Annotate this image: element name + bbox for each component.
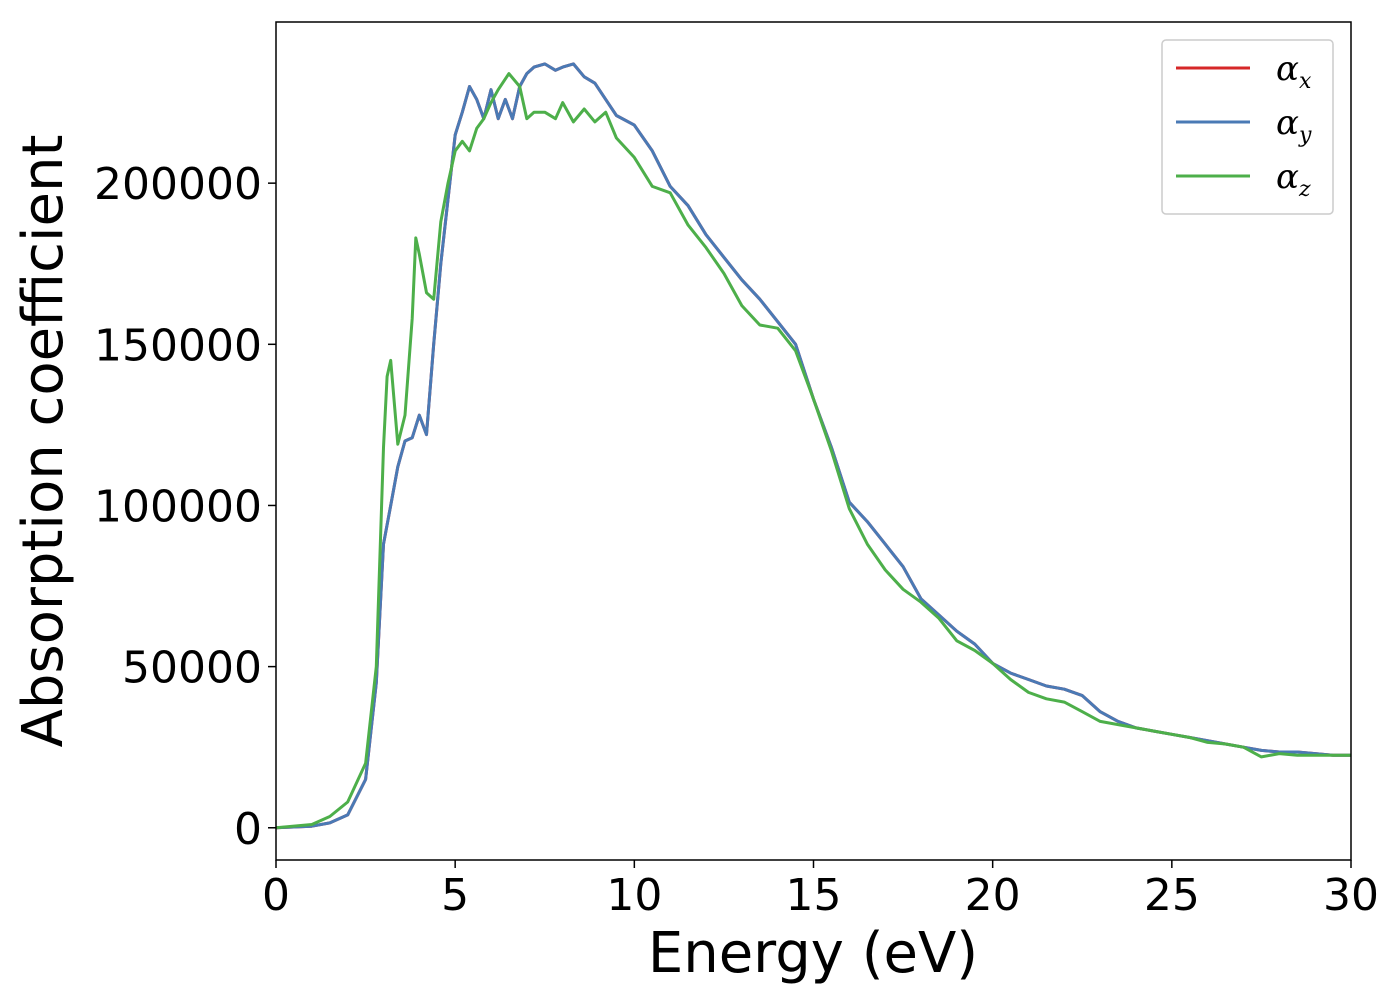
x-tick-label: 15 xyxy=(786,870,842,921)
x-tick-label: 0 xyxy=(262,870,290,921)
y-tick-label: 0 xyxy=(234,804,262,855)
x-tick-label: 5 xyxy=(441,870,469,921)
y-tick-label: 150000 xyxy=(94,320,262,371)
x-tick-label: 10 xyxy=(606,870,662,921)
legend-label-x: αx xyxy=(1276,49,1312,94)
legend-label-y: αy xyxy=(1276,103,1312,148)
x-axis-label: Energy (eV) xyxy=(648,921,978,986)
series-line-y xyxy=(276,62,1351,830)
x-tick-label: 30 xyxy=(1323,870,1379,921)
legend: αx αy αz xyxy=(1161,39,1334,215)
legend-box xyxy=(1161,39,1334,215)
y-tick-label: 200000 xyxy=(94,159,262,210)
legend-label-z: αz xyxy=(1276,157,1311,202)
series-layer xyxy=(276,62,1351,830)
y-tick-label: 100000 xyxy=(94,481,262,532)
x-axis-ticks: 0 5 10 15 20 25 30 xyxy=(262,860,1379,921)
x-tick-label: 20 xyxy=(965,870,1021,921)
y-tick-label: 50000 xyxy=(122,643,262,694)
y-axis-ticks: 0 50000 100000 150000 200000 xyxy=(94,159,276,855)
y-axis-label: Absorption coefficient xyxy=(11,135,76,748)
series-line-z xyxy=(276,72,1351,830)
x-tick-label: 25 xyxy=(1144,870,1200,921)
